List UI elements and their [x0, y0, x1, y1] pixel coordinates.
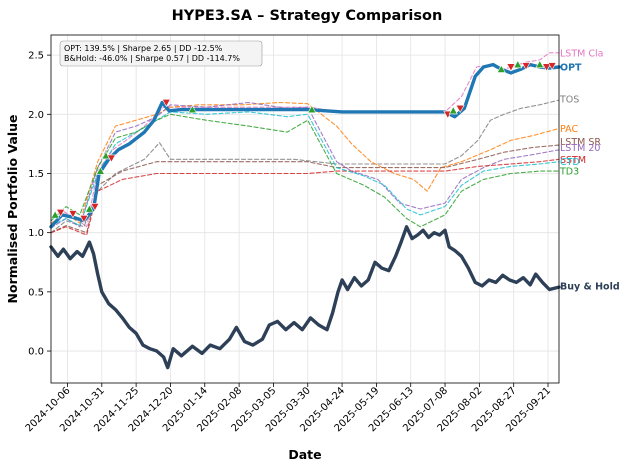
- series-td3: [50, 113, 560, 228]
- end-label-sstm: SSTM: [560, 155, 586, 166]
- buy-marker: [535, 59, 545, 69]
- x-axis-ticks: 2024-10-062024-10-312024-11-252024-12-20…: [24, 383, 553, 434]
- stats-box-frame: [59, 40, 263, 67]
- end-label-buy-hold: Buy & Hold: [560, 281, 620, 292]
- y-axis-ticks: 0.0 0.5 1.0 1.5 2.0 2.5: [28, 51, 51, 358]
- end-label-lstm-20: LSTM 20: [560, 143, 600, 154]
- sell-marker: [506, 63, 516, 72]
- buy-marker: [448, 106, 458, 115]
- trade-markers: [50, 59, 557, 224]
- sell-marker: [455, 104, 465, 114]
- stats-box: OPT: 139.5% | Sharpe 2.65 | DD -12.5% B&…: [59, 40, 263, 67]
- stats-line-opt: OPT: 139.5% | Sharpe 2.65 | DD -12.5%: [64, 44, 223, 53]
- series-buy-hold: [49, 225, 561, 370]
- series-lstm-sr: [50, 144, 560, 234]
- buy-marker: [50, 210, 60, 219]
- buy-marker: [513, 59, 523, 69]
- y-tick-label: 0.5: [28, 287, 44, 298]
- grid: [51, 35, 559, 383]
- series-opt: [49, 62, 561, 229]
- y-tick-label: 1.0: [28, 228, 44, 239]
- y-tick-label: 2.0: [28, 110, 44, 121]
- sell-marker: [547, 62, 557, 71]
- series-lstm-20: [50, 101, 560, 229]
- sell-marker: [68, 210, 78, 219]
- sell-marker: [161, 98, 171, 108]
- series-layer: [49, 52, 561, 370]
- y-tick-label: 1.5: [28, 169, 44, 180]
- x-axis-label: Date: [288, 447, 321, 462]
- sell-marker: [521, 62, 531, 71]
- end-label-tos: TOS: [559, 94, 579, 105]
- chart-title: HYPE3.SA – Strategy Comparison: [172, 8, 443, 24]
- series-tos: [50, 99, 560, 234]
- stats-line-buyhold: B&Hold: -46.0% | Sharpe 0.57 | DD -114.7…: [64, 54, 240, 63]
- end-label-opt: OPT: [560, 62, 582, 73]
- sell-marker: [90, 203, 100, 212]
- buy-marker: [187, 104, 197, 114]
- series-ctd: [50, 111, 560, 227]
- series-pac: [50, 101, 560, 224]
- sell-marker: [56, 209, 66, 218]
- series-sstm: [50, 158, 560, 236]
- y-tick-label: 2.5: [28, 51, 44, 62]
- buy-marker: [95, 166, 105, 175]
- end-label-pac: PAC: [560, 124, 578, 135]
- sell-marker: [106, 154, 116, 163]
- end-label-lstm-cla: LSTM Cla: [560, 48, 603, 59]
- series-lstm-cla: [50, 52, 560, 228]
- y-axis-label: Normalised Portfolio Value: [5, 115, 20, 304]
- plot-frame: [50, 34, 560, 384]
- buy-marker: [84, 204, 94, 213]
- buy-marker: [307, 104, 317, 114]
- end-label-td3: TD3: [559, 167, 579, 178]
- end-label-ctd: CTD: [560, 157, 580, 168]
- end-label-lstm-sr: LSTM SR: [560, 137, 601, 148]
- sell-marker: [79, 214, 89, 224]
- buy-marker: [496, 64, 506, 73]
- sell-marker: [542, 63, 552, 72]
- y-tick-label: 0.0: [28, 347, 44, 358]
